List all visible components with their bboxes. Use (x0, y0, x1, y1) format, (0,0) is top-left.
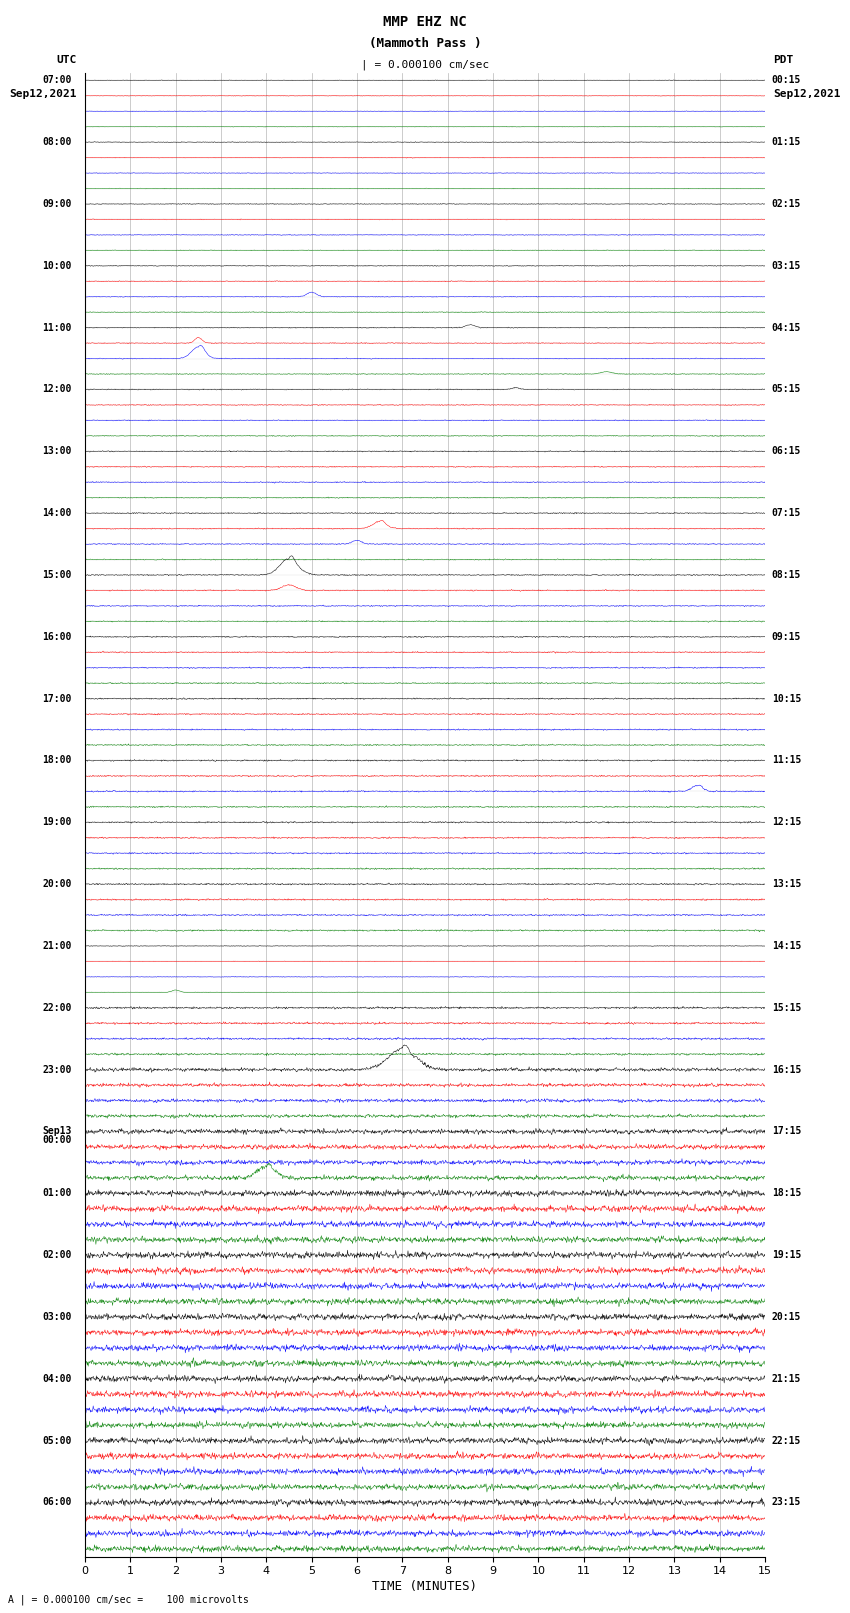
Text: 17:15: 17:15 (772, 1126, 802, 1137)
Text: 05:00: 05:00 (42, 1436, 71, 1445)
Text: 03:15: 03:15 (772, 261, 802, 271)
Text: 21:00: 21:00 (42, 940, 71, 952)
Text: 11:15: 11:15 (772, 755, 802, 766)
Text: 13:00: 13:00 (42, 447, 71, 456)
Text: 20:15: 20:15 (772, 1311, 802, 1323)
Text: 19:15: 19:15 (772, 1250, 802, 1260)
Text: 18:15: 18:15 (772, 1189, 802, 1198)
Text: UTC: UTC (56, 55, 76, 65)
Text: 00:00: 00:00 (42, 1136, 71, 1145)
Text: 09:15: 09:15 (772, 632, 802, 642)
Text: 22:15: 22:15 (772, 1436, 802, 1445)
Text: 06:00: 06:00 (42, 1497, 71, 1508)
Text: Sep12,2021: Sep12,2021 (774, 89, 841, 98)
Text: 00:15: 00:15 (772, 76, 802, 85)
Text: Sep13: Sep13 (42, 1126, 71, 1137)
Text: 17:00: 17:00 (42, 694, 71, 703)
Text: 06:15: 06:15 (772, 447, 802, 456)
Text: 04:00: 04:00 (42, 1374, 71, 1384)
Text: 11:00: 11:00 (42, 323, 71, 332)
Text: 18:00: 18:00 (42, 755, 71, 766)
Text: (Mammoth Pass ): (Mammoth Pass ) (369, 37, 481, 50)
Text: | = 0.000100 cm/sec: | = 0.000100 cm/sec (361, 60, 489, 71)
Text: 01:15: 01:15 (772, 137, 802, 147)
Text: MMP EHZ NC: MMP EHZ NC (383, 15, 467, 29)
Text: 16:00: 16:00 (42, 632, 71, 642)
Text: 03:00: 03:00 (42, 1311, 71, 1323)
Text: 07:00: 07:00 (42, 76, 71, 85)
Text: 09:00: 09:00 (42, 198, 71, 210)
Text: 21:15: 21:15 (772, 1374, 802, 1384)
X-axis label: TIME (MINUTES): TIME (MINUTES) (372, 1581, 478, 1594)
Text: 08:15: 08:15 (772, 569, 802, 581)
Text: 10:15: 10:15 (772, 694, 802, 703)
Text: PDT: PDT (774, 55, 794, 65)
Text: 12:00: 12:00 (42, 384, 71, 395)
Text: 15:15: 15:15 (772, 1003, 802, 1013)
Text: A | = 0.000100 cm/sec =    100 microvolts: A | = 0.000100 cm/sec = 100 microvolts (8, 1594, 249, 1605)
Text: Sep12,2021: Sep12,2021 (9, 89, 76, 98)
Text: 02:15: 02:15 (772, 198, 802, 210)
Text: 07:15: 07:15 (772, 508, 802, 518)
Text: 01:00: 01:00 (42, 1189, 71, 1198)
Text: 02:00: 02:00 (42, 1250, 71, 1260)
Text: 23:00: 23:00 (42, 1065, 71, 1074)
Text: 19:00: 19:00 (42, 818, 71, 827)
Text: 13:15: 13:15 (772, 879, 802, 889)
Text: 08:00: 08:00 (42, 137, 71, 147)
Text: 23:15: 23:15 (772, 1497, 802, 1508)
Text: 05:15: 05:15 (772, 384, 802, 395)
Text: 04:15: 04:15 (772, 323, 802, 332)
Text: 22:00: 22:00 (42, 1003, 71, 1013)
Text: 15:00: 15:00 (42, 569, 71, 581)
Text: 14:00: 14:00 (42, 508, 71, 518)
Text: 20:00: 20:00 (42, 879, 71, 889)
Text: 14:15: 14:15 (772, 940, 802, 952)
Text: 12:15: 12:15 (772, 818, 802, 827)
Text: 10:00: 10:00 (42, 261, 71, 271)
Text: 16:15: 16:15 (772, 1065, 802, 1074)
